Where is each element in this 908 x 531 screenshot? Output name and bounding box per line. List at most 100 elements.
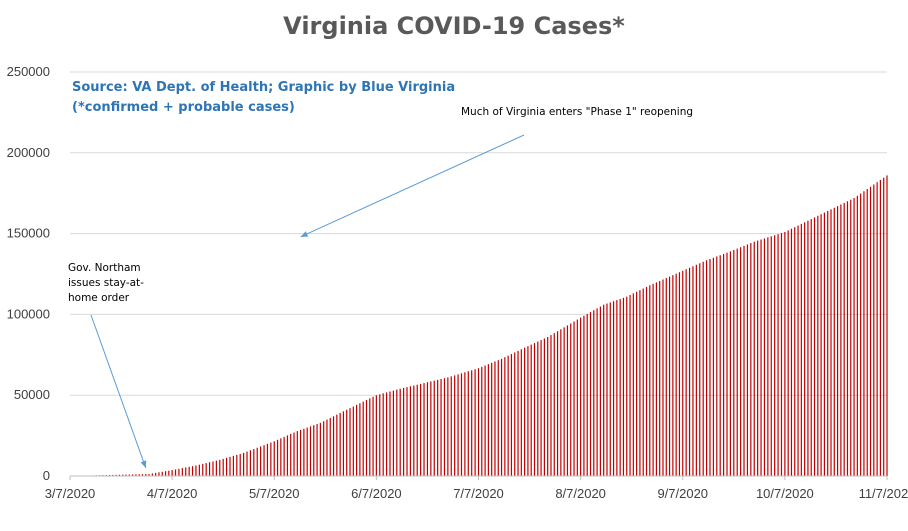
bar	[332, 416, 335, 476]
bar	[547, 337, 549, 476]
bar	[780, 233, 783, 476]
bar	[263, 445, 265, 476]
bar	[612, 301, 615, 476]
y-tick-label: 150000	[7, 226, 50, 241]
bar	[517, 350, 519, 476]
bar	[464, 372, 466, 476]
x-tick-label: 11/7/2020	[859, 486, 908, 501]
bar	[750, 243, 752, 476]
bar	[359, 403, 361, 476]
chart-title: Virginia COVID-19 Cases*	[283, 12, 625, 40]
bar	[719, 255, 721, 476]
bar	[471, 370, 473, 476]
bar	[342, 411, 345, 476]
bar	[530, 344, 532, 476]
bar	[131, 474, 134, 476]
bar	[563, 327, 565, 476]
y-tick-label: 0	[43, 468, 50, 483]
bar	[843, 202, 845, 476]
y-tick-label: 100000	[7, 306, 50, 321]
bar	[168, 470, 170, 476]
bar	[817, 215, 819, 476]
bar	[504, 357, 506, 476]
bar	[198, 464, 200, 476]
bar	[219, 459, 221, 476]
bar	[323, 421, 325, 476]
bar	[685, 269, 687, 476]
bar	[797, 225, 799, 476]
bar	[375, 395, 377, 476]
bar	[699, 263, 701, 476]
bar	[639, 290, 641, 476]
bar	[757, 240, 759, 476]
bar	[290, 433, 292, 476]
bar	[185, 467, 187, 476]
bar	[655, 282, 657, 476]
bar	[225, 457, 228, 476]
bar	[514, 352, 516, 476]
bar	[349, 408, 351, 476]
bar	[659, 280, 661, 476]
bar	[820, 214, 822, 476]
bar	[450, 376, 452, 476]
bar	[135, 474, 137, 476]
bar	[736, 248, 738, 476]
bar	[556, 331, 559, 476]
bar	[794, 227, 796, 476]
bar	[540, 340, 542, 476]
bar	[573, 321, 575, 476]
bar	[533, 343, 536, 476]
bar	[626, 296, 628, 476]
bar	[399, 388, 401, 476]
bar	[879, 179, 882, 476]
bar	[599, 306, 601, 476]
annotation-stay-at-home-line-1: Gov. Northam	[68, 262, 141, 274]
bar	[784, 231, 786, 476]
bar	[678, 272, 681, 476]
bar	[636, 291, 638, 476]
bar	[487, 364, 489, 476]
bar	[112, 474, 114, 476]
bar	[886, 175, 888, 477]
bar	[309, 426, 312, 476]
bar	[550, 335, 552, 476]
bar	[122, 474, 124, 476]
bar	[807, 220, 809, 476]
bar	[695, 264, 697, 476]
bar	[527, 346, 529, 476]
bar	[662, 279, 664, 476]
bar	[743, 245, 745, 476]
bar	[396, 389, 398, 476]
bar	[202, 463, 204, 476]
bar	[672, 275, 674, 476]
bar	[276, 439, 279, 476]
bar	[286, 435, 289, 476]
bar	[813, 217, 816, 476]
bar	[753, 241, 755, 476]
bar	[497, 360, 499, 476]
bar	[389, 391, 391, 476]
bar	[356, 404, 358, 476]
source-line-1: Source: VA Dept. of Health; Graphic by B…	[72, 80, 455, 95]
annotation-arrow-line	[300, 134, 525, 238]
annotation-stay-at-home-line-3: home order	[68, 292, 130, 304]
bar	[481, 366, 483, 476]
x-axis-ticks: 3/7/2020 4/7/2020 5/7/2020 6/7/2020 7/7/2020…	[45, 476, 908, 501]
bar	[494, 361, 496, 476]
bar	[589, 312, 592, 476]
bar	[437, 379, 439, 476]
bar	[409, 386, 412, 476]
x-tick-label: 4/7/2020	[147, 486, 198, 501]
bar	[369, 398, 371, 476]
bar	[403, 387, 405, 476]
bar	[423, 383, 425, 476]
bar	[560, 329, 562, 476]
bar	[115, 474, 117, 476]
bar	[232, 455, 234, 476]
x-tick-label: 10/7/2020	[756, 486, 814, 501]
bar	[566, 325, 569, 476]
bar	[155, 472, 157, 476]
bar	[306, 427, 308, 476]
bar	[164, 471, 167, 476]
bar	[883, 177, 885, 476]
